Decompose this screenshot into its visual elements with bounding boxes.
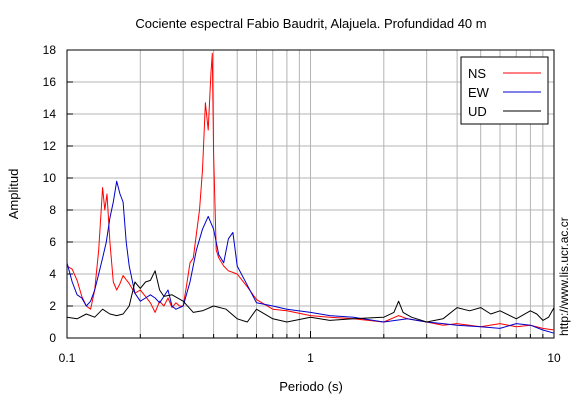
- y-tick-label: 8: [49, 203, 56, 217]
- grid-lines: [67, 50, 554, 338]
- x-tick-label: 10: [547, 351, 561, 365]
- legend-label-ew: EW: [468, 85, 490, 100]
- series-lines: [66, 52, 555, 334]
- x-axis-title: Periodo (s): [279, 379, 343, 394]
- chart-title: Cociente espectral Fabio Baudrit, Alajue…: [135, 16, 486, 31]
- y-tick-label: 10: [43, 171, 57, 185]
- credit-url: http://www.lis.ucr.ac.cr: [557, 217, 571, 336]
- y-tick-label: 0: [49, 331, 56, 345]
- y-tick-label: 16: [43, 75, 57, 89]
- y-axis-title: Amplitud: [6, 169, 21, 220]
- series-line-ew: [66, 180, 555, 334]
- y-tick-label: 14: [43, 107, 57, 121]
- series-line-ns: [66, 52, 555, 331]
- y-tick-label: 2: [49, 299, 56, 313]
- y-tick-label: 4: [49, 267, 56, 281]
- legend-label-ud: UD: [468, 104, 487, 119]
- legend: NS EW UD: [460, 56, 549, 125]
- legend-box: [460, 56, 549, 125]
- series-line-ud: [66, 270, 555, 323]
- legend-label-ns: NS: [468, 66, 486, 81]
- y-tick-label: 12: [43, 139, 57, 153]
- y-tick-label: 18: [43, 43, 57, 57]
- x-tick-label: 1: [307, 351, 314, 365]
- axis-ticks: 0.1 1 10 0 2 4 6 8 10 12 14 16 18: [43, 43, 561, 365]
- y-tick-label: 6: [49, 235, 56, 249]
- x-tick-label: 0.1: [59, 351, 76, 365]
